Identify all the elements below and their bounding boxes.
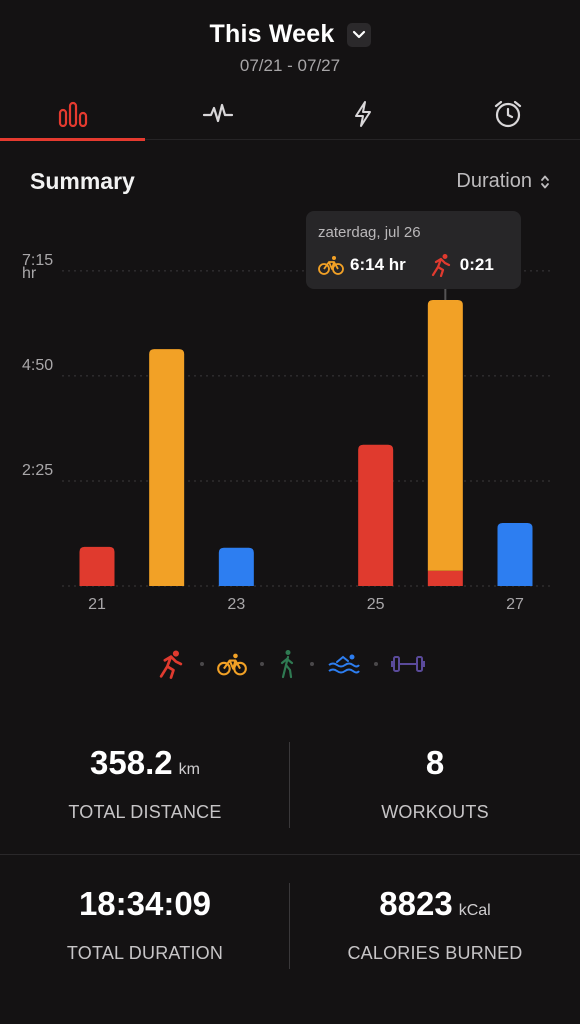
legend-separator <box>310 662 314 666</box>
page-title: This Week <box>209 20 335 48</box>
stats-row: 358.2 km TOTAL DISTANCE 8 WORKOUTS <box>0 728 580 854</box>
tab-heart-rate[interactable] <box>145 88 290 140</box>
chevron-down-icon <box>352 30 365 38</box>
lightning-icon <box>354 101 371 127</box>
bar-chart-icon <box>58 101 87 127</box>
x-tick-label: 21 <box>88 596 106 613</box>
stat-calories: 8823 kCal CALORIES BURNED <box>290 855 580 994</box>
tooltip-values: 6:14 hr 0:21 <box>318 253 516 277</box>
tooltip-date: zaterdag, jul 26 <box>318 224 421 241</box>
stat-divider <box>289 883 290 969</box>
stat-total-duration: 18:34:09 TOTAL DURATION <box>0 855 290 994</box>
tooltip-run-value: 0:21 <box>459 255 494 274</box>
bike-icon <box>217 653 247 676</box>
sort-arrows-icon <box>541 175 549 188</box>
calories-unit: kCal <box>458 902 491 919</box>
legend-separator <box>374 662 378 666</box>
period-dropdown-button[interactable] <box>346 22 371 47</box>
summary-title: Summary <box>30 168 135 194</box>
bar-swim-27 <box>497 522 533 586</box>
y-tick-label: 2:25 <box>22 462 53 479</box>
legend-separator <box>200 662 204 666</box>
stats-row: 18:34:09 TOTAL DURATION 8823 kCal CALORIE… <box>0 854 580 994</box>
bar-run-21 <box>79 546 115 586</box>
stat-workouts: 8 WORKOUTS <box>290 728 580 854</box>
bar-swim-23 <box>218 547 254 586</box>
title-row: This Week <box>0 20 580 49</box>
x-tick-label: 27 <box>506 596 524 613</box>
total-distance-label: TOTAL DISTANCE <box>68 802 222 822</box>
bar-tooltip: zaterdag, jul 26 6:14 hr 0:21 <box>306 211 521 289</box>
tab-training-load[interactable] <box>290 88 435 140</box>
heart-rate-icon <box>202 103 233 123</box>
legend-separator <box>260 662 264 666</box>
walk-icon <box>280 650 294 679</box>
run-icon <box>159 650 183 679</box>
metric-selector[interactable]: Duration <box>456 170 550 193</box>
y-tick-label: 4:50 <box>22 357 53 374</box>
calories-value: 8823 <box>379 885 453 922</box>
swim-icon <box>328 654 360 674</box>
activity-legend <box>0 646 580 682</box>
tab-bar <box>0 88 580 141</box>
tab-recovery[interactable] <box>435 88 580 140</box>
y-axis-label: hr <box>22 265 37 282</box>
total-duration-label: TOTAL DURATION <box>66 943 224 963</box>
workouts-label: WORKOUTS <box>381 802 489 822</box>
total-distance-unit: km <box>178 761 200 778</box>
summary-row: Summary Duration <box>30 168 550 195</box>
stat-total-distance: 358.2 km TOTAL DISTANCE <box>0 728 290 854</box>
tooltip-bike-value: 6:14 hr <box>350 255 406 274</box>
metric-selector-label: Duration <box>456 170 532 192</box>
date-range: 07/21 - 07/27 <box>239 56 341 75</box>
bar-bike-26 <box>427 300 463 571</box>
stat-divider <box>289 742 290 828</box>
bike-icon <box>318 256 344 275</box>
alarm-clock-icon <box>494 100 521 128</box>
run-icon <box>431 254 450 277</box>
calories-label: CALORIES BURNED <box>347 943 523 963</box>
total-distance-value: 358.2 <box>90 744 173 781</box>
strength-icon <box>391 656 425 672</box>
header: This Week 07/21 - 07/27 <box>0 0 580 88</box>
workouts-value: 8 <box>425 744 445 781</box>
bar-run-26 <box>427 570 463 586</box>
stats-grid: 358.2 km TOTAL DISTANCE 8 WORKOUTS 18:34:… <box>0 728 580 994</box>
x-tick-label: 25 <box>367 596 385 613</box>
tab-summary[interactable] <box>0 88 145 141</box>
total-duration-value: 18:34:09 <box>78 885 212 922</box>
x-tick-label: 23 <box>227 596 245 613</box>
bar-run-25 <box>358 444 394 586</box>
bar-bike-22 <box>149 349 185 586</box>
y-tick-label: 7:15 <box>22 252 53 269</box>
